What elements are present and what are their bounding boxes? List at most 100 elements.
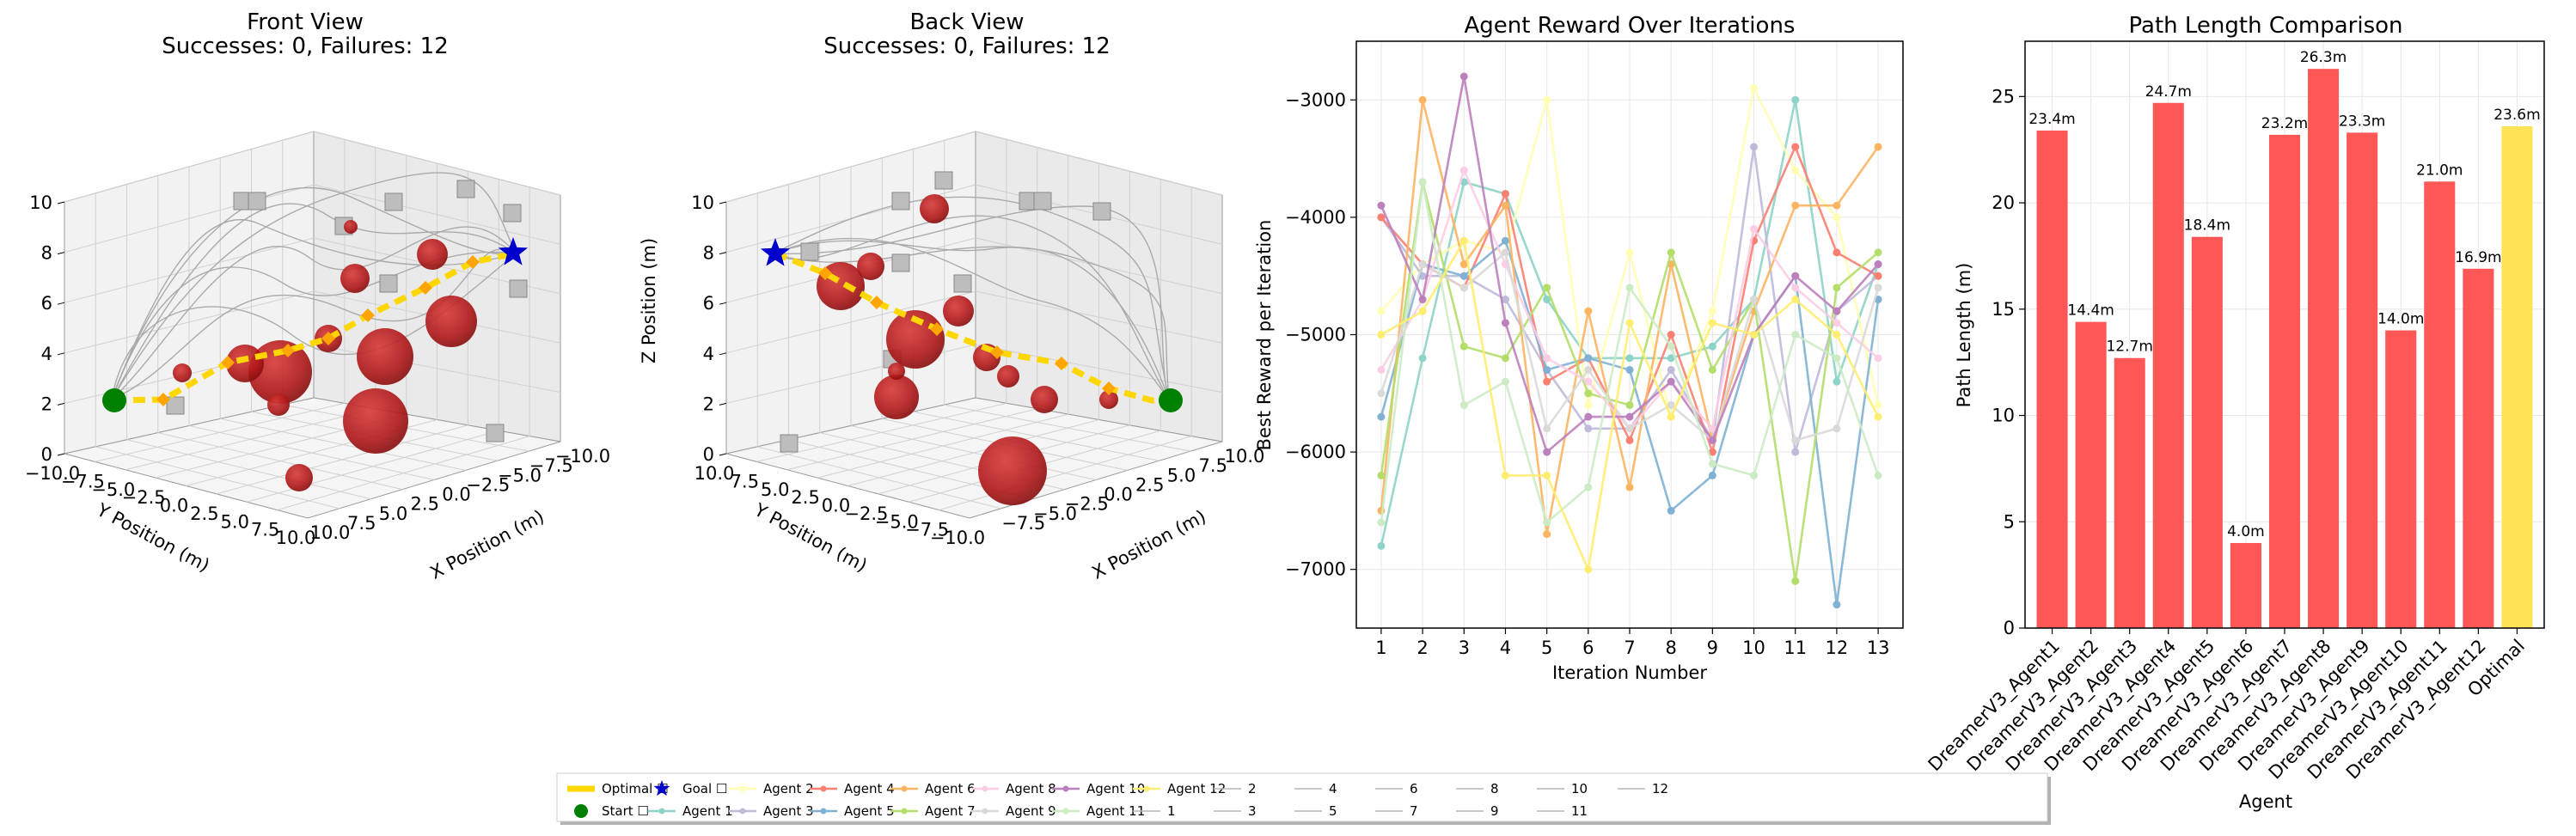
data-point xyxy=(1377,389,1386,398)
grid-line xyxy=(725,184,1223,253)
data-point xyxy=(1459,272,1468,280)
obstacle-sphere xyxy=(1031,386,1058,413)
data-point xyxy=(1543,284,1551,292)
front-view-title: Front View xyxy=(247,9,364,35)
x-tick-label: 2 xyxy=(1416,638,1428,658)
bar xyxy=(2075,321,2107,628)
trajectory xyxy=(111,187,517,400)
trajectory xyxy=(773,196,1170,400)
trajectory xyxy=(773,215,1170,400)
data-point xyxy=(1791,436,1800,444)
waypoint-marker xyxy=(1055,357,1068,370)
waypoint-marker xyxy=(930,322,944,336)
waypoint-marker xyxy=(361,308,375,322)
obstacle-sphere xyxy=(226,345,264,382)
data-point xyxy=(1833,319,1841,327)
data-point xyxy=(1543,95,1551,104)
y-axis-ticks: 10.07.5 5.0 2.5 0.0−2.5−5.0−7.5−10.0 xyxy=(694,463,986,548)
legend-swatch-marker xyxy=(1062,808,1069,815)
y-tick-label: −4000 xyxy=(1285,207,1346,228)
legend-swatch xyxy=(574,804,588,818)
data-point xyxy=(1874,272,1882,280)
y-tick-label: −2.5 xyxy=(122,487,166,508)
z-tick-label: 6 xyxy=(41,293,52,314)
data-point xyxy=(1667,248,1675,257)
tick-mark xyxy=(719,302,727,305)
data-point xyxy=(1708,319,1716,327)
legend-label: 9 xyxy=(1490,803,1499,819)
bar xyxy=(2308,69,2340,628)
data-point xyxy=(1791,296,1800,304)
data-point xyxy=(1584,424,1593,433)
data-point xyxy=(1833,248,1841,257)
data-point xyxy=(1584,307,1593,315)
bar xyxy=(2463,268,2494,628)
data-point xyxy=(1625,365,1634,374)
grid-line xyxy=(247,430,499,503)
x-tick-label: 4 xyxy=(1500,638,1511,658)
obstacle-sphere xyxy=(997,365,1019,387)
z-tick-label: 10 xyxy=(29,192,52,213)
obstacle-cube xyxy=(384,192,403,211)
waypoint-marker xyxy=(156,393,170,406)
y-tick-label: 15 xyxy=(1992,299,2015,320)
obstacle-sphere xyxy=(344,220,358,234)
path-length-bar-chart: Path Length Comparison 23.4m 14.4m 12.7m 24… xyxy=(1924,13,2545,812)
z-tick-label: 4 xyxy=(703,344,714,364)
x-tick-label: −5.0 xyxy=(498,465,542,485)
data-point xyxy=(1667,354,1675,363)
legend-label: Goal ☐ xyxy=(682,781,727,796)
data-point xyxy=(1501,319,1509,327)
goal-star-icon xyxy=(498,237,529,265)
data-point xyxy=(1377,412,1386,421)
data-point xyxy=(1501,296,1509,304)
tick-mark xyxy=(719,453,727,456)
grid-line xyxy=(216,424,468,495)
data-point xyxy=(1874,260,1882,269)
data-point xyxy=(1667,400,1675,409)
front-view-panel: Front View Successes: 0, Failures: 12 xyxy=(25,9,610,583)
data-point xyxy=(1418,178,1427,186)
data-point xyxy=(1874,354,1882,363)
data-point xyxy=(1833,307,1841,315)
obstacle-cube xyxy=(379,274,398,293)
bar xyxy=(2501,125,2533,629)
legend-swatch-marker xyxy=(820,785,827,792)
data-point xyxy=(1459,72,1468,81)
legend-label: 6 xyxy=(1410,781,1418,796)
legend-label: 1 xyxy=(1167,803,1176,819)
bar-value-label: 23.6m xyxy=(2493,107,2540,124)
data-point xyxy=(1874,248,1882,257)
data-point xyxy=(1543,518,1551,527)
data-point xyxy=(1418,260,1427,269)
bar-value-label: 23.4m xyxy=(2028,111,2075,128)
data-point xyxy=(1501,354,1509,363)
data-point xyxy=(1459,260,1468,269)
data-point xyxy=(1791,331,1800,339)
y-tick-label: −2.5 xyxy=(844,503,888,524)
legend-label: Agent 2 xyxy=(763,781,814,796)
legend-label: Start ☐ xyxy=(602,803,649,819)
obstacle-spheres xyxy=(173,220,477,491)
bar xyxy=(2424,181,2456,629)
legend-label: 2 xyxy=(1248,781,1257,796)
y-tick-label: −5.0 xyxy=(91,479,135,500)
obstacle-cube xyxy=(503,204,522,223)
obstacle-cube xyxy=(456,180,475,198)
legend-swatch-marker xyxy=(820,808,827,815)
waypoint-marker xyxy=(321,332,335,345)
trajectory xyxy=(773,237,1170,400)
tick-mark xyxy=(719,201,727,204)
data-point xyxy=(1625,412,1634,421)
data-point xyxy=(1667,331,1675,339)
y-axis-ticks: 0 5 10 15 20 25 xyxy=(1992,86,2025,638)
trajectory xyxy=(111,172,517,400)
bar-value-label: 16.9m xyxy=(2455,249,2501,266)
obstacle-sphere xyxy=(978,436,1047,505)
legend-swatch-marker xyxy=(658,808,665,815)
y-tick-label: 5.0 xyxy=(221,511,249,532)
reward-line-chart: Agent Reward Over Iterations 1 2 3 4 5 6 7 8 9 10… xyxy=(1254,13,1904,683)
tick-mark xyxy=(57,453,65,456)
data-point xyxy=(1625,284,1634,292)
obstacle-sphere xyxy=(943,296,974,326)
